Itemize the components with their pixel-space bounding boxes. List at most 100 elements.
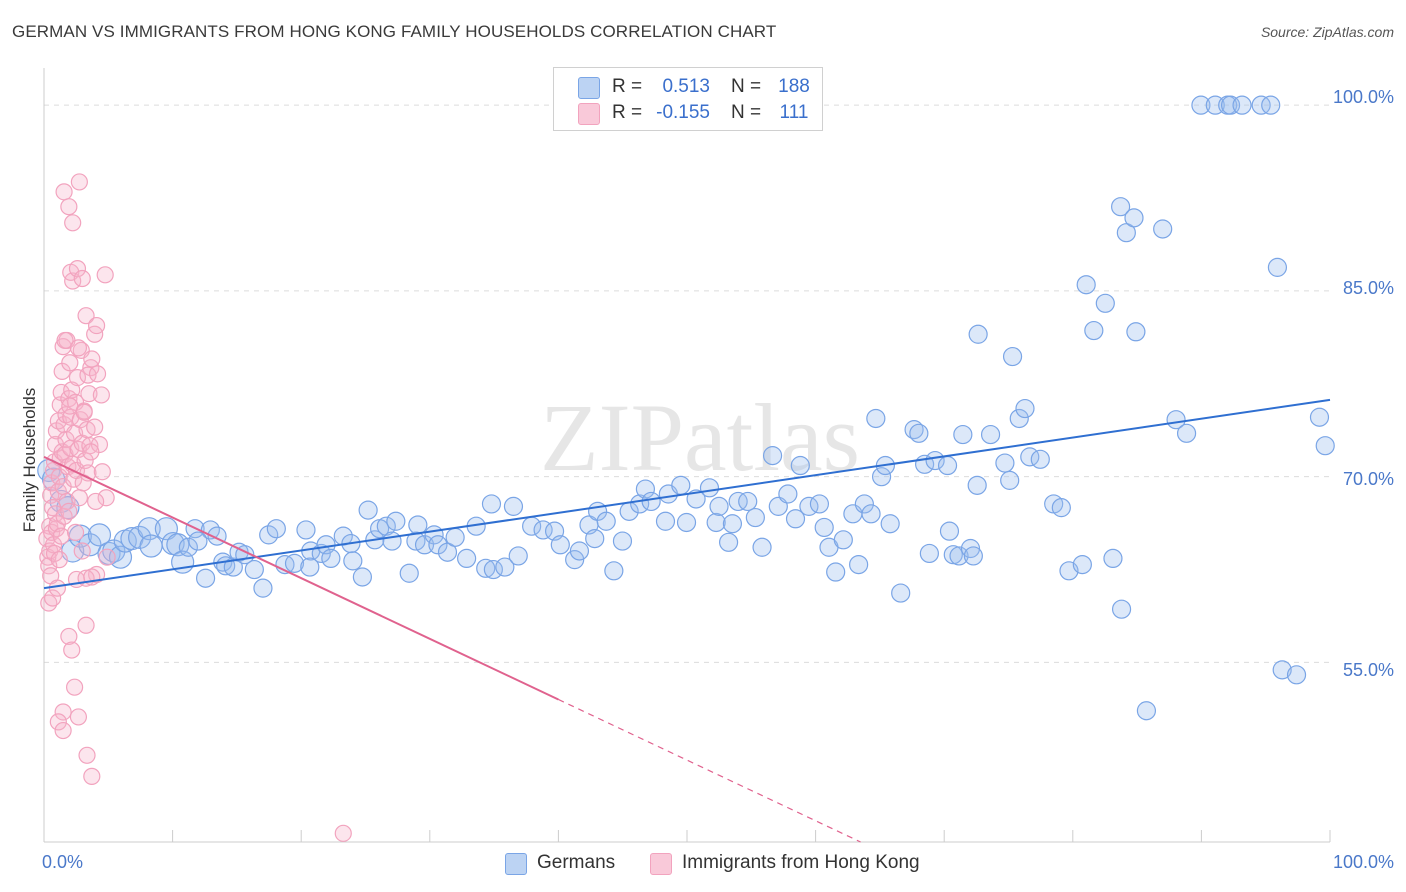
hong-kong-data-point xyxy=(82,443,100,461)
n-value: 111 xyxy=(779,102,809,123)
german-data-point xyxy=(569,541,590,561)
german-data-point xyxy=(1116,223,1136,243)
hong-kong-data-point xyxy=(70,173,88,191)
german-data-point xyxy=(699,478,720,498)
german-data-point xyxy=(718,532,739,552)
hong-kong-legend-label: Immigrants from Hong Kong xyxy=(682,852,920,873)
german-data-point xyxy=(358,500,378,520)
german-data-point xyxy=(483,559,503,580)
hong-kong-data-point xyxy=(80,385,98,403)
german-data-point xyxy=(891,583,911,603)
german-data-point xyxy=(871,467,892,487)
german-data-point xyxy=(1002,346,1023,367)
german-data-point xyxy=(866,408,886,429)
hong-kong-swatch xyxy=(578,103,600,125)
hong-kong-data-point xyxy=(61,397,79,415)
german-data-point xyxy=(1272,660,1292,680)
x-tick-label-max: 100.0% xyxy=(1332,852,1394,872)
german-data-point xyxy=(968,324,988,344)
hong-kong-data-point xyxy=(98,548,116,566)
german-data-point xyxy=(1166,410,1186,430)
german-data-point xyxy=(1051,498,1071,518)
german-data-point xyxy=(785,509,806,529)
german-data-point xyxy=(953,424,973,445)
german-data-point xyxy=(1267,257,1288,277)
german-data-point xyxy=(1286,665,1307,685)
german-data-point xyxy=(481,494,502,514)
y-tick-label-70: 70.0% xyxy=(1342,469,1394,489)
german-data-point xyxy=(408,515,428,535)
hong-kong-data-point xyxy=(44,589,62,607)
german-data-point xyxy=(457,548,477,569)
german-data-point xyxy=(671,475,691,495)
german-data-point xyxy=(1126,322,1146,342)
hong-kong-data-point xyxy=(77,616,95,634)
hong-kong-data-point xyxy=(64,214,82,232)
hong-kong-data-point xyxy=(68,369,87,387)
hong-kong-data-point xyxy=(60,198,78,216)
hong-kong-trend-line-extension xyxy=(558,698,861,843)
german-data-point xyxy=(1072,554,1092,575)
german-data-point xyxy=(967,475,987,495)
german-data-point xyxy=(655,511,676,531)
hong-kong-data-point xyxy=(60,627,78,646)
german-data-point xyxy=(1191,95,1211,115)
german-data-point xyxy=(854,494,874,514)
german-data-point xyxy=(1111,599,1132,619)
germans-legend-label: Germans xyxy=(537,852,616,873)
german-data-point xyxy=(762,446,783,466)
german-data-point xyxy=(1009,408,1029,429)
hong-kong-data-point xyxy=(96,266,114,284)
german-data-point xyxy=(604,561,624,581)
german-data-point xyxy=(849,554,869,575)
hong-kong-data-point xyxy=(334,824,352,842)
german-data-point xyxy=(382,531,402,551)
german-data-point xyxy=(1136,701,1157,721)
german-data-point xyxy=(641,491,661,512)
german-data-point xyxy=(949,546,969,566)
german-data-point xyxy=(503,496,524,516)
german-data-point xyxy=(826,562,846,582)
german-data-point xyxy=(833,530,853,550)
trend-lines xyxy=(43,398,1331,843)
german-data-point xyxy=(128,525,152,549)
hong-kong-data-point xyxy=(92,386,110,404)
german-data-point xyxy=(722,514,743,534)
german-data-point xyxy=(790,455,810,476)
hong-kong-data-point xyxy=(75,403,93,421)
hong-kong-trend-line xyxy=(43,455,559,701)
german-data-point xyxy=(188,531,208,551)
germans-legend-swatch xyxy=(505,853,527,875)
german-data-point xyxy=(386,511,406,531)
german-data-point xyxy=(195,568,216,588)
chart-source: Source: ZipAtlas.com xyxy=(1260,24,1394,40)
hong-kong-data-point xyxy=(54,703,72,721)
germans-swatch xyxy=(578,77,600,99)
german-data-point xyxy=(284,553,305,573)
watermark-logo: ZIPatlas xyxy=(540,384,860,491)
r-value: -0.155 xyxy=(656,102,710,123)
german-data-point xyxy=(266,519,286,539)
hong-kong-data-point xyxy=(54,721,72,740)
german-data-point xyxy=(445,527,465,547)
hong-kong-data-point xyxy=(56,331,74,350)
hong-kong-data-point xyxy=(83,350,101,368)
german-data-point xyxy=(259,525,279,545)
german-trend-line xyxy=(43,398,1331,590)
german-data-point xyxy=(414,535,435,555)
german-data-point xyxy=(752,537,772,557)
hong-kong-data-point xyxy=(68,260,87,278)
german-data-point xyxy=(995,453,1015,473)
hong-kong-data-point xyxy=(55,183,73,201)
german-data-point xyxy=(937,455,958,476)
r-value: 0.513 xyxy=(662,76,710,97)
stats-legend: R = 0.513 N = 188 R = -0.155 N = 111 xyxy=(553,67,823,131)
hong-kong-data-point xyxy=(83,767,101,785)
german-data-point xyxy=(137,517,161,541)
n-label: N = xyxy=(731,102,762,123)
hong-kong-data-point xyxy=(50,551,68,569)
hong-kong-data-point xyxy=(63,641,81,659)
data-points xyxy=(37,95,1335,842)
german-data-point xyxy=(809,494,830,514)
hong-kong-data-point xyxy=(60,502,78,520)
